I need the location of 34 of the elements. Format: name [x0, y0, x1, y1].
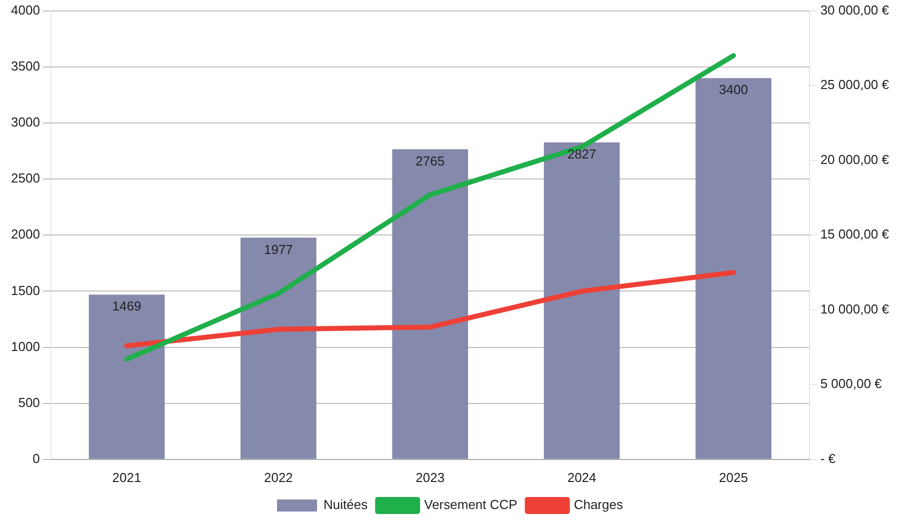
y2-tick-label: 25 000,00 € — [820, 77, 890, 92]
x-tick-label: 2021 — [112, 470, 142, 485]
x-tick-label: 2025 — [719, 470, 748, 485]
y-tick-label: 3000 — [11, 114, 40, 130]
bar — [240, 238, 316, 459]
legend-label: Charges — [574, 497, 624, 512]
y2-tick-label: 30 000,00 € — [820, 2, 890, 18]
y-tick-label: 4000 — [11, 2, 40, 18]
y2-tick-label: 20 000,00 € — [820, 152, 890, 167]
y2-tick-label: 10 000,00 € — [820, 301, 890, 316]
x-tick-label: 2024 — [567, 470, 596, 485]
data-label: 1469 — [112, 298, 142, 314]
x-tick-label: 2023 — [416, 470, 445, 485]
data-label: 3400 — [719, 82, 748, 98]
y-tick-label: 2000 — [11, 226, 40, 242]
y-tick-label: 1500 — [11, 282, 40, 298]
y2-tick-label: 5 000,00 € — [820, 376, 883, 392]
bar — [696, 78, 772, 459]
legend-label: Versement CCP — [424, 497, 518, 512]
data-label: 1977 — [264, 242, 293, 257]
y-tick-label: 3500 — [11, 58, 40, 74]
legend-label: Nuitées — [324, 497, 368, 512]
y2-tick-label: 15 000,00 € — [820, 226, 890, 242]
data-label: 2827 — [567, 146, 596, 162]
y2-tick-label: - € — [820, 450, 836, 466]
y-tick-label: 2500 — [11, 170, 40, 186]
x-tick-label: 2022 — [264, 470, 293, 485]
bar — [544, 142, 620, 459]
y-tick-label: 0 — [32, 450, 40, 466]
y-tick-label: 1000 — [11, 338, 40, 354]
y-tick-label: 500 — [18, 394, 40, 410]
data-label: 2765 — [416, 153, 445, 168]
bar — [88, 294, 165, 459]
bar — [392, 149, 468, 459]
